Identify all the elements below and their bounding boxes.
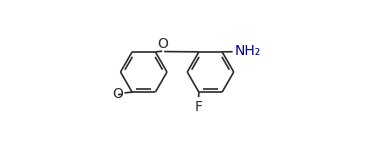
- Text: O: O: [112, 87, 123, 101]
- Text: O: O: [158, 36, 169, 51]
- Text: F: F: [194, 100, 202, 114]
- Text: NH₂: NH₂: [234, 44, 260, 58]
